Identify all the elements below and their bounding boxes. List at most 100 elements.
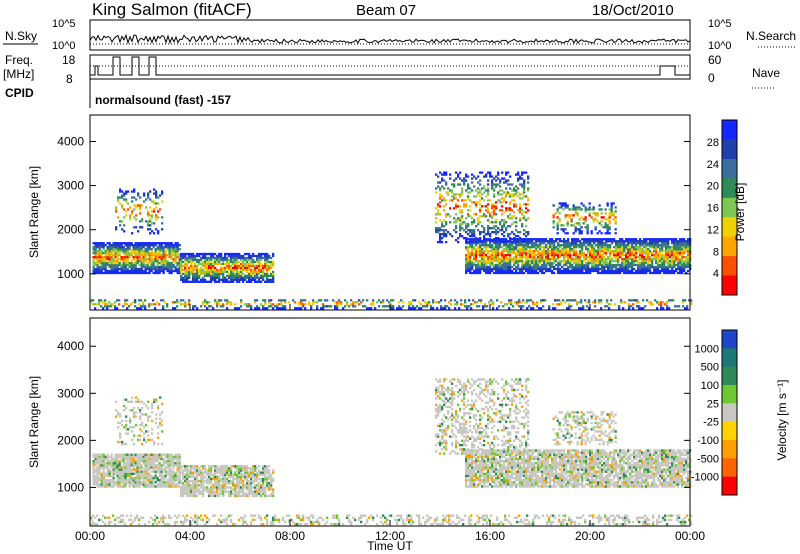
heatmap-cell [148,457,151,461]
heatmap-cell [535,244,538,247]
heatmap-cell [139,204,142,207]
heatmap-cell [588,202,591,205]
heatmap-cell [479,261,482,265]
heatmap-cell [144,307,147,310]
heatmap-cell [112,303,115,306]
heatmap-cell [256,307,259,310]
heatmap-cell [685,263,688,267]
heatmap-cell [527,250,530,253]
heatmap-cell [441,195,444,198]
heatmap-cell [155,214,158,217]
heatmap-cell [422,305,425,308]
heatmap-cell [118,455,121,459]
heatmap-cell [465,203,468,206]
heatmap-cell [619,269,622,273]
heatmap-cell [573,250,576,253]
heatmap-cell [507,233,510,236]
heatmap-cell [527,261,530,265]
heatmap-cell [138,453,141,456]
heatmap-cell [465,227,468,230]
heatmap-cell [571,271,574,275]
heatmap-cell [168,474,171,478]
heatmap-cell [685,240,688,243]
heatmap-cell [491,215,494,218]
heatmap-cell [162,481,165,484]
heatmap-cell [250,274,253,277]
heatmap-cell [116,481,119,484]
heatmap-cell [240,264,243,268]
heatmap-cell [587,248,590,251]
heatmap-cell [254,307,257,310]
heatmap-cell [240,266,243,270]
heatmap-cell [623,250,626,253]
heatmap-cell [665,253,668,257]
heatmap-cell [437,227,440,230]
heatmap-cell [184,276,187,279]
heatmap-cell [216,254,219,258]
heatmap-cell [585,267,588,271]
heatmap-cell [152,242,155,245]
heatmap-cell [272,272,275,276]
heatmap-cell [577,263,580,267]
heatmap-cell [114,251,117,255]
heatmap-cell [576,303,579,306]
heatmap-cell [212,262,215,266]
heatmap-cell [573,248,576,251]
heatmap-cell [162,257,165,261]
heatmap-cell [276,307,279,310]
heatmap-cell [94,453,97,456]
heatmap-cell [545,240,548,243]
heatmap-cell [495,267,498,271]
heatmap-cell [633,238,636,241]
heatmap-cell [559,250,562,253]
heatmap-cell [272,262,275,266]
power-colorbar-label: Power [dB] [733,183,747,242]
heatmap-cell [675,259,678,263]
heatmap-cell [262,305,265,308]
heatmap-cell [465,269,468,273]
heatmap-cell [563,263,566,267]
heatmap-cell [120,466,123,469]
heatmap-cell [559,240,562,243]
heatmap-cell [110,453,113,456]
heatmap-cell [362,299,365,302]
heatmap-cell [154,307,157,310]
heatmap-cell [519,251,522,255]
heatmap-cell [208,274,211,277]
heatmap-cell [164,261,167,265]
heatmap-cell [543,240,546,243]
heatmap-cell [454,303,457,306]
heatmap-cell [126,457,129,461]
heatmap-cell [168,476,171,480]
heatmap-cell [92,250,95,253]
heatmap-cell [100,478,103,482]
heatmap-cell [455,193,458,196]
heatmap-cell [565,250,568,253]
heatmap-cell [628,303,631,306]
heatmap-cell [603,263,606,267]
heatmap-cell [518,301,521,304]
heatmap-cell [562,228,565,231]
heatmap-cell [663,238,666,241]
heatmap-cell [525,195,528,198]
heatmap-cell [304,299,307,302]
heatmap-cell [601,244,604,247]
heatmap-cell [122,255,125,259]
heatmap-cell [643,271,646,275]
heatmap-cell [465,257,468,261]
heatmap-cell [629,248,632,251]
heatmap-cell [110,474,113,478]
heatmap-cell [535,271,538,275]
heatmap-cell [298,307,301,310]
colorbar-tick-label: 28 [707,137,719,149]
heatmap-cell [508,299,511,302]
heatmap-cell [523,211,526,214]
heatmap-cell [489,240,492,243]
heatmap-cell [589,242,592,245]
heatmap-cell [264,280,267,283]
heatmap-cell [92,468,95,471]
heatmap-cell [501,213,504,216]
heatmap-cell [621,269,624,273]
heatmap-cell [234,268,237,272]
heatmap-cell [657,259,660,263]
